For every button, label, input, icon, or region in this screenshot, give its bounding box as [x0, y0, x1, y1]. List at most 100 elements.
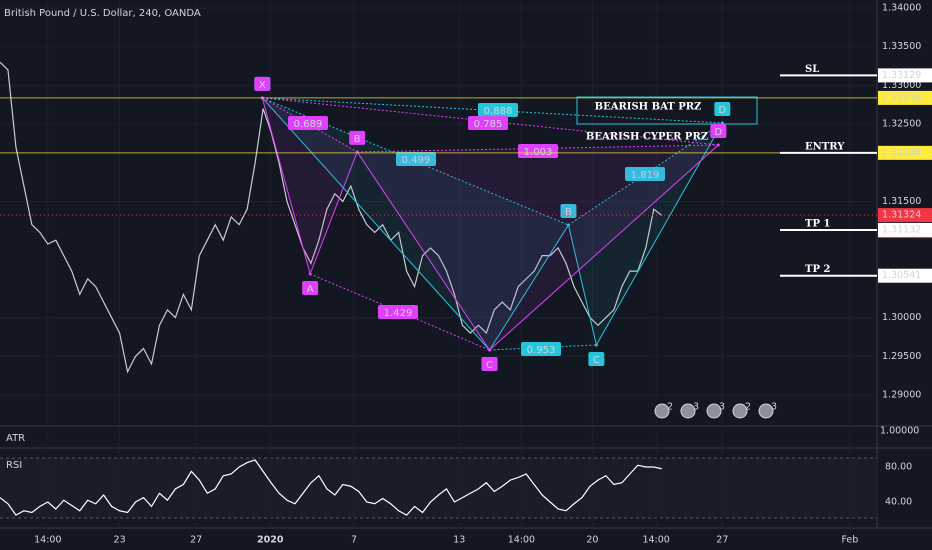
pattern-point — [720, 121, 724, 125]
level-name: TP 2 — [805, 264, 830, 275]
pattern-leg — [262, 97, 723, 124]
pattern-leg — [567, 224, 597, 346]
y-tick-label: 1.30000 — [882, 312, 921, 323]
ratio-label: 1.819 — [631, 170, 660, 181]
ratio-label: 0.953 — [527, 345, 556, 356]
point-box — [302, 280, 319, 295]
event-icon — [758, 403, 774, 419]
x-tick-label: 14:00 — [642, 535, 669, 546]
point-box — [560, 204, 577, 218]
price-box — [878, 268, 932, 283]
point-box — [349, 130, 366, 145]
event-count: 3 — [771, 402, 777, 413]
point-box — [481, 357, 498, 371]
price-box — [878, 222, 932, 237]
point-box — [588, 351, 605, 366]
pattern-point — [716, 143, 720, 147]
price-label: 1.32126 — [882, 148, 921, 159]
event-count: 3 — [693, 402, 699, 413]
level-name: ENTRY — [805, 141, 845, 152]
rsi-title: RSI — [6, 460, 22, 471]
x-tick-label: 27 — [716, 535, 728, 546]
ratio-box — [518, 144, 558, 158]
point-label: D — [718, 105, 726, 116]
ratio-label: 0.785 — [474, 119, 503, 130]
point-label: X — [259, 80, 266, 91]
ratio-box — [378, 305, 418, 319]
prz-box — [576, 96, 758, 125]
x-tick-label: 27 — [190, 535, 202, 546]
ratio-box — [625, 167, 665, 181]
point-label: A — [307, 284, 314, 295]
price-label: 1.32838 — [882, 92, 921, 103]
x-tick-label: 13 — [453, 535, 465, 546]
price-box — [878, 68, 932, 83]
x-tick-label: 23 — [114, 535, 126, 546]
level-name: SL — [805, 64, 819, 75]
prz-label: BEARISH CYPER PRZ — [586, 132, 708, 143]
atr-title: ATR — [6, 433, 25, 444]
event-count: 3 — [719, 402, 725, 413]
price-box — [878, 90, 932, 105]
y-tick-label: 1.29000 — [882, 389, 921, 400]
ratio-box — [396, 152, 436, 166]
event-count: 2 — [667, 402, 673, 413]
event-count: 2 — [745, 402, 751, 413]
event-icon — [654, 403, 670, 419]
ratio-box — [521, 342, 561, 356]
pattern-point — [488, 348, 492, 352]
ratio-label: 0.499 — [402, 155, 431, 166]
ratio-label: 0.888 — [484, 106, 513, 117]
rsi-tick-label: 40.00 — [885, 497, 912, 508]
pattern-leg — [489, 144, 719, 351]
price-line — [0, 61, 663, 374]
x-tick-label: 20 — [586, 535, 598, 546]
x-tick-label: Feb — [841, 535, 858, 546]
y-tick-label: 1.32500 — [882, 119, 921, 130]
price-box — [878, 208, 932, 223]
price-box — [878, 145, 932, 160]
price-line — [0, 459, 662, 516]
rsi-band — [0, 458, 877, 518]
point-box — [710, 123, 727, 138]
x-tick-label: 14:00 — [34, 535, 61, 546]
point-label: D — [714, 127, 722, 138]
atr-tick-label: 1.00000 — [880, 426, 919, 437]
prz-label: BEARISH BAT PRZ — [595, 102, 702, 113]
x-tick-label: 14:00 — [508, 535, 535, 546]
point-box — [714, 101, 731, 116]
event-icon — [732, 403, 748, 419]
event-icon — [680, 403, 696, 419]
point-label: C — [593, 355, 600, 366]
pattern-leg — [261, 97, 490, 351]
price-label: 1.33129 — [882, 70, 921, 81]
ratio-box — [478, 103, 518, 117]
event-icon — [706, 403, 722, 419]
level-name: TP 1 — [805, 218, 830, 229]
pattern-leg — [261, 97, 311, 275]
pattern-leg — [489, 224, 569, 351]
point-label: B — [354, 134, 361, 145]
point-label: C — [486, 360, 493, 371]
pattern-leg — [309, 151, 358, 275]
pattern-fill — [568, 122, 723, 345]
y-tick-label: 1.31500 — [882, 196, 921, 207]
ratio-label: 1.429 — [384, 308, 413, 319]
price-label: 1.31324 — [882, 210, 921, 221]
point-box — [254, 76, 271, 91]
pattern-leg — [356, 151, 490, 351]
price-label: 1.31132 — [882, 224, 921, 235]
point-label: B — [565, 207, 572, 218]
rsi-tick-label: 80.00 — [885, 461, 912, 472]
pattern-point — [308, 272, 312, 276]
chart-title: British Pound / U.S. Dollar, 240, OANDA — [4, 8, 201, 19]
pattern-fill — [357, 144, 719, 350]
y-tick-label: 1.29500 — [882, 351, 921, 362]
ratio-label: 0.689 — [294, 119, 323, 130]
price-label: 1.30541 — [882, 270, 921, 281]
pattern-point — [594, 343, 598, 347]
x-tick-label: 2020 — [257, 535, 284, 546]
y-tick-label: 1.33500 — [882, 41, 921, 52]
price-label: 1.32128 — [882, 147, 921, 158]
